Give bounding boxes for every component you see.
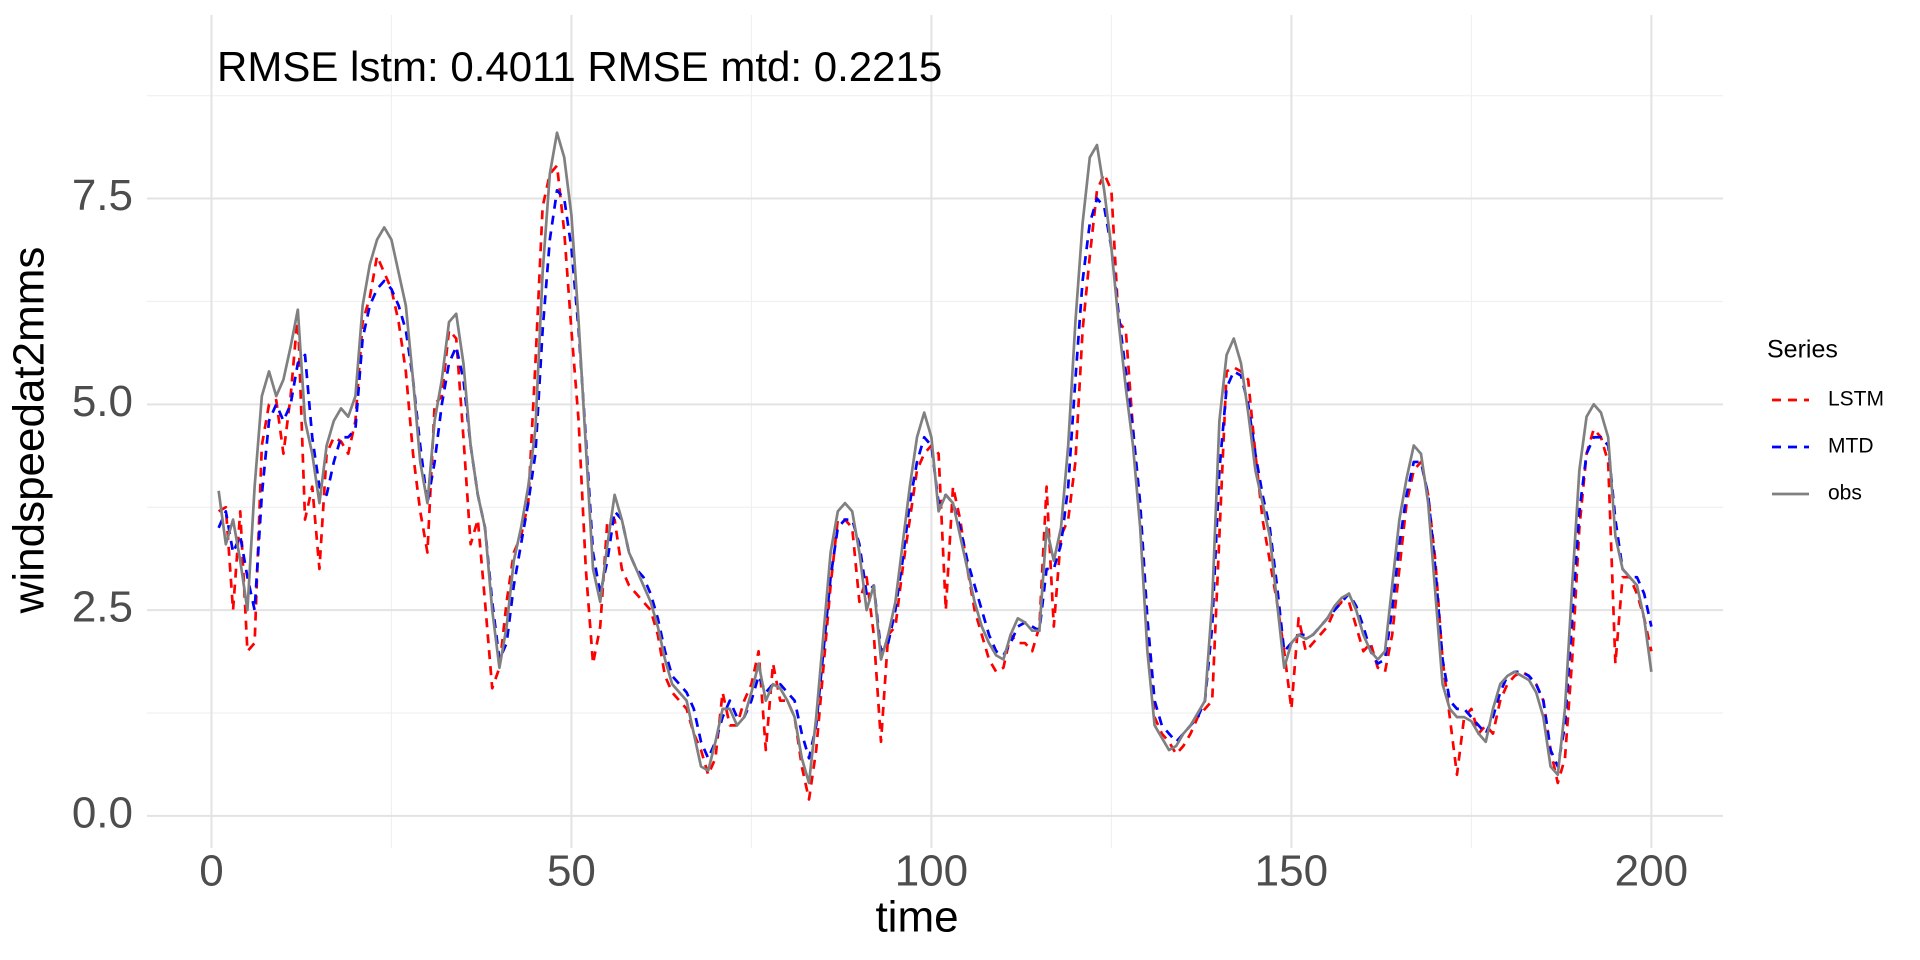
grid xyxy=(147,15,1723,848)
y-tick-label: 7.5 xyxy=(72,171,133,220)
x-tick-label: 50 xyxy=(547,847,596,896)
legend: Series LSTM MTD obs xyxy=(1767,336,1884,505)
annotation: RMSE lstm: 0.4011 RMSE mtd: 0.2215 xyxy=(217,43,942,90)
y-tick-label: 2.5 xyxy=(72,583,133,632)
x-tick-label: 150 xyxy=(1255,847,1328,896)
legend-title: Series xyxy=(1767,336,1838,364)
legend-label: MTD xyxy=(1828,435,1874,458)
y-tick-label: 5.0 xyxy=(72,377,133,426)
legend-label: obs xyxy=(1828,482,1862,505)
legend-label: LSTM xyxy=(1828,388,1884,411)
x-axis-title: time xyxy=(875,893,958,942)
series-line xyxy=(217,131,1653,785)
x-tick-label: 100 xyxy=(895,847,968,896)
y-axis-title: windspeedat2mms xyxy=(5,247,54,615)
series-line xyxy=(217,188,1653,768)
y-tick-label: 0.0 xyxy=(72,789,133,838)
lines xyxy=(217,131,1653,801)
x-tick-label: 200 xyxy=(1615,847,1688,896)
x-tick-label: 0 xyxy=(199,847,223,896)
